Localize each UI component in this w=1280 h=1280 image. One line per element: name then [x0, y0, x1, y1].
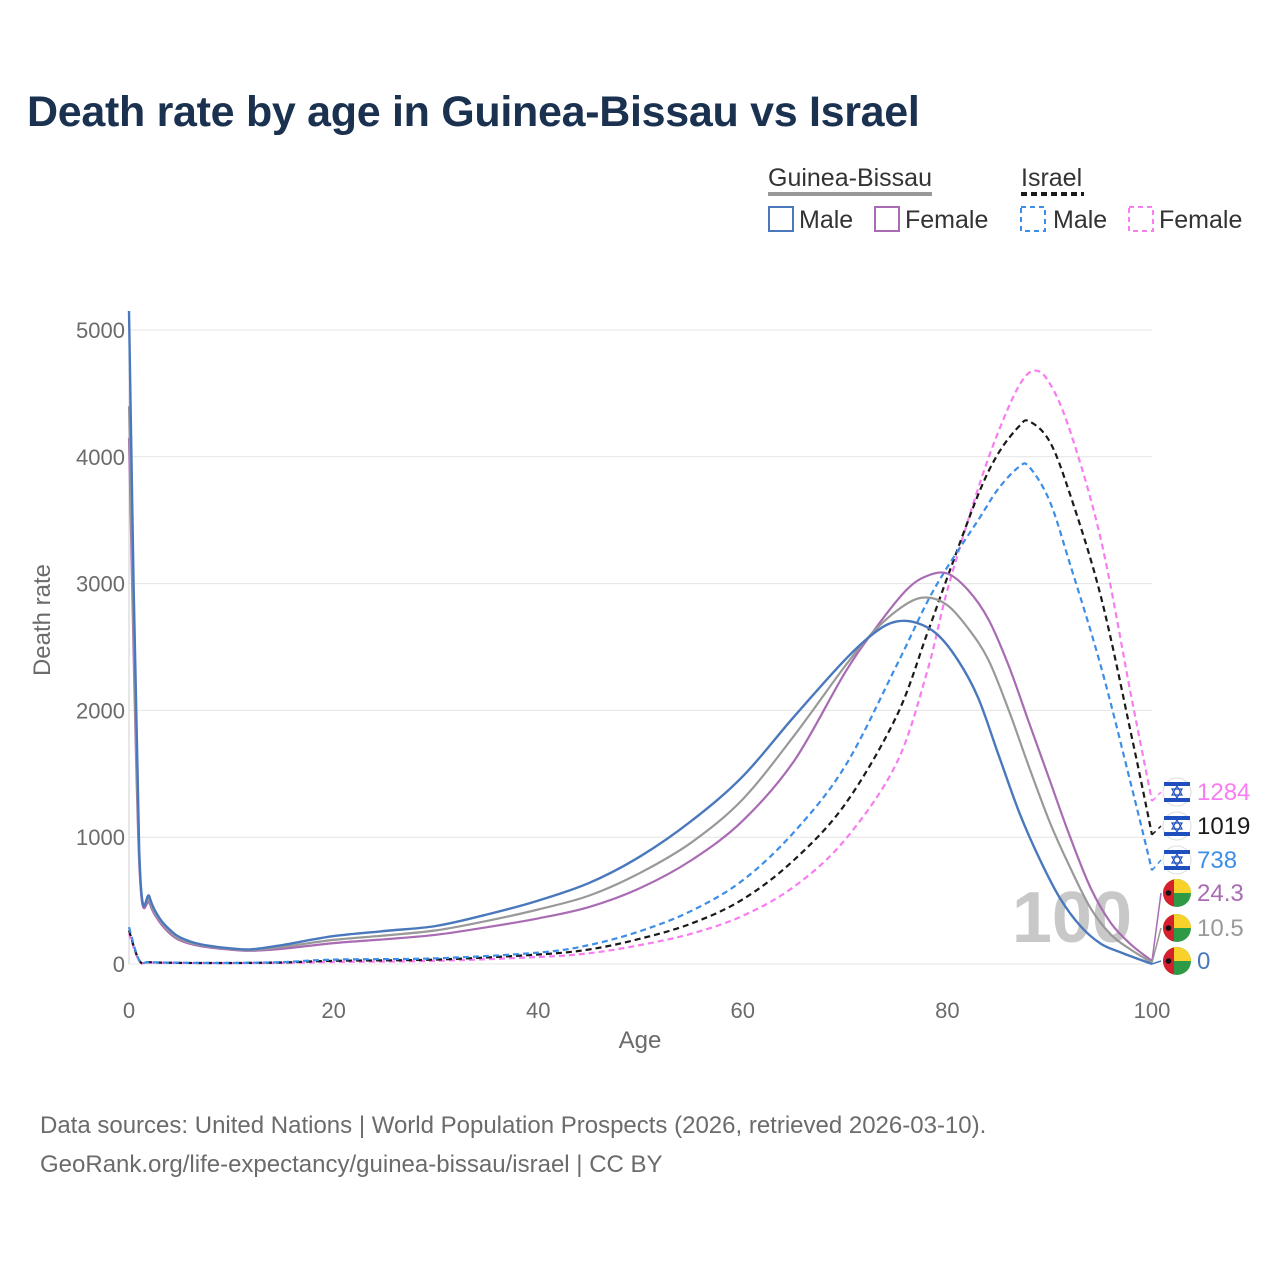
x-tick-label-20: 20 — [321, 998, 345, 1023]
legend-label-il-male: Male — [1053, 206, 1107, 234]
guinea-bissau-flag-icon — [1163, 947, 1191, 975]
legend-swatch-gb-male — [768, 206, 794, 232]
legend-label-il-female: Female — [1159, 206, 1242, 234]
y-tick-label-2000: 2000 — [76, 698, 125, 723]
end-label-il-male: 738 — [1197, 847, 1237, 874]
x-tick-label-0: 0 — [123, 998, 135, 1023]
connector-il-total — [1151, 825, 1162, 836]
legend-label-gb-female: Female — [905, 206, 988, 234]
end-label-il-female: 1284 — [1197, 779, 1250, 806]
x-tick-label-40: 40 — [526, 998, 550, 1023]
end-label-gb-male: 0 — [1197, 948, 1210, 975]
x-axis-ticks: 0 20 40 60 80 100 — [123, 998, 1170, 1023]
x-tick-label-60: 60 — [731, 998, 755, 1023]
israel-flag-icon — [1162, 811, 1192, 841]
source-note: Data sources: United Nations | World Pop… — [40, 1106, 986, 1184]
chart-title: Death rate by age in Guinea-Bissau vs Is… — [27, 88, 920, 136]
connector-gb-total — [1151, 927, 1162, 963]
connector-gb-male — [1151, 960, 1162, 965]
end-labels: 1284 1019 738 24.3 10.5 0 — [1151, 777, 1250, 975]
y-tick-label-4000: 4000 — [76, 445, 125, 470]
series-line-gb-female — [127, 437, 1153, 962]
y-tick-label-5000: 5000 — [76, 318, 125, 343]
guinea-bissau-flag-icon — [1163, 914, 1191, 942]
y-axis-ticks: 0 1000 2000 3000 4000 5000 — [76, 318, 125, 977]
x-tick-label-100: 100 — [1134, 998, 1171, 1023]
israel-flag-icon — [1162, 777, 1192, 807]
source-line-2[interactable]: GeoRank.org/life-expectancy/guinea-bissa… — [40, 1151, 663, 1178]
series-line-il-total — [127, 419, 1154, 965]
end-label-il-total: 1019 — [1197, 813, 1250, 840]
y-tick-label-1000: 1000 — [76, 825, 125, 850]
series-line-il-male — [127, 462, 1154, 965]
connector-gb-female — [1151, 892, 1162, 962]
grid-lines — [128, 312, 1152, 965]
series-line-gb-total — [127, 406, 1153, 964]
connector-il-female — [1151, 791, 1162, 802]
x-tick-label-80: 80 — [935, 998, 959, 1023]
legend-swatch-il-female — [1128, 206, 1154, 232]
y-tick-label-0: 0 — [113, 952, 125, 977]
source-line-1: Data sources: United Nations | World Pop… — [40, 1112, 987, 1139]
legend[interactable]: Guinea-Bissau Israel Male Female Male Fe… — [768, 164, 1242, 234]
series-line-il-female — [127, 369, 1154, 965]
connector-il-male — [1151, 859, 1162, 871]
legend-swatch-gb-female — [874, 206, 900, 232]
y-axis-title: Death rate — [29, 564, 56, 676]
y-tick-label-3000: 3000 — [76, 572, 125, 597]
legend-label-gb-male: Male — [799, 206, 853, 234]
legend-group-guinea-bissau: Guinea-Bissau — [768, 164, 932, 192]
series-lines — [127, 310, 1154, 966]
end-label-gb-total: 10.5 — [1197, 915, 1244, 942]
guinea-bissau-flag-icon — [1163, 879, 1191, 907]
israel-flag-icon — [1162, 845, 1192, 875]
legend-swatch-il-male — [1020, 206, 1046, 232]
end-label-gb-female: 24.3 — [1197, 880, 1244, 907]
age-watermark: 100 — [1012, 878, 1132, 958]
series-line-gb-male — [127, 310, 1153, 966]
legend-group-israel: Israel — [1021, 164, 1082, 192]
x-axis-title: Age — [619, 1027, 662, 1054]
